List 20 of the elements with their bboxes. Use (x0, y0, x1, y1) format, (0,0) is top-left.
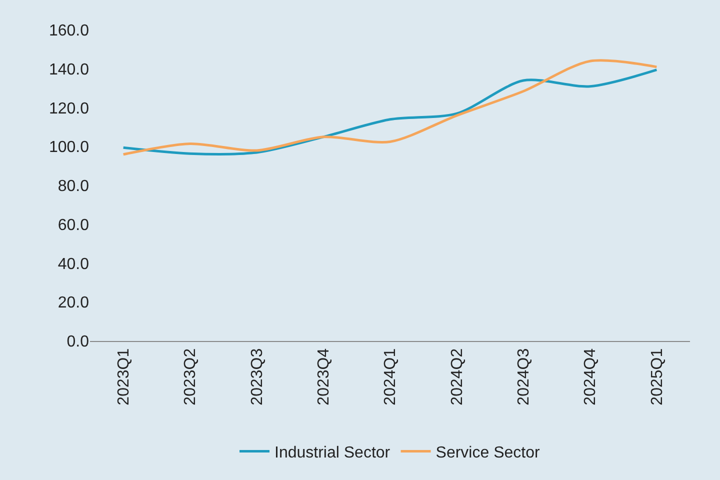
x-tick-label: 2024Q2 (448, 348, 466, 406)
legend-label: Industrial Sector (274, 444, 391, 462)
x-tick-label: 2024Q4 (582, 348, 600, 406)
x-tick-label: 2023Q1 (116, 348, 133, 406)
x-tick-label: 2024Q1 (382, 348, 400, 406)
x-tick-label: 2024Q3 (516, 348, 533, 406)
y-tick-label: 20.0 (58, 294, 90, 312)
y-tick-label: 120.0 (48, 100, 90, 118)
legend-label: Service Sector (436, 444, 540, 462)
x-tick-label: 2025Q1 (648, 348, 666, 406)
y-tick-label: 80.0 (58, 178, 90, 196)
y-tick-label: 40.0 (58, 256, 90, 273)
x-tick-label: 2023Q3 (248, 348, 266, 406)
y-tick-label: 100.0 (48, 139, 90, 156)
x-tick-label: 2023Q2 (182, 348, 200, 406)
y-tick-label: 0.0 (66, 334, 90, 351)
x-tick-label: 2023Q4 (316, 348, 333, 406)
y-tick-label: 140.0 (48, 61, 90, 78)
y-tick-label: 160.0 (48, 22, 90, 40)
y-tick-label: 60.0 (58, 216, 90, 234)
